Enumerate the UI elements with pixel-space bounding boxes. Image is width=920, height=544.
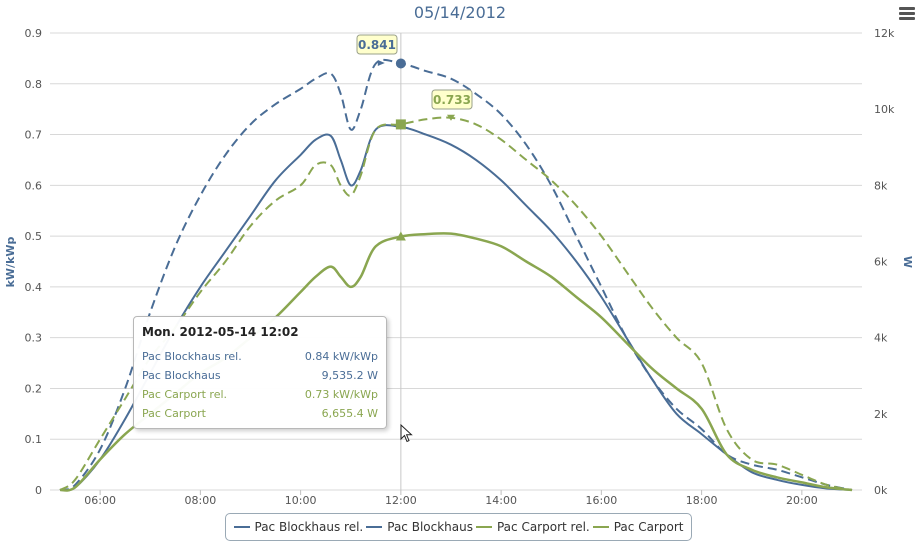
y-tick-label-right: 0k: [874, 484, 888, 497]
tooltip-row: Pac Blockhaus 9,535.2 W: [142, 366, 378, 385]
annotation-label-blockhaus: 0.841: [358, 38, 396, 52]
tooltip-row: Pac Carport rel. 0.73 kW/kWp: [142, 385, 378, 404]
series-line-2: [59, 116, 853, 491]
tooltip-series-value: 0.73 kW/kWp: [304, 388, 378, 401]
legend-swatch: [475, 526, 492, 528]
tooltip-series-name: Pac Blockhaus: [142, 369, 221, 382]
x-tick-label: 18:00: [686, 494, 718, 507]
y-tick-label-left: 0.1: [25, 433, 43, 446]
x-tick-label: 06:00: [84, 494, 116, 507]
y-axis-title-right: W: [901, 256, 914, 268]
y-tick-label-left: 0.3: [25, 332, 43, 345]
y-tick-label-left: 0: [35, 484, 42, 497]
y-tick-label-right: 12k: [874, 27, 895, 40]
chart-legend: Pac Blockhaus rel. Pac Blockhaus Pac Car…: [225, 513, 692, 541]
y-tick-label-right: 8k: [874, 179, 888, 192]
y-tick-label-right: 4k: [874, 332, 888, 345]
y-tick-label-right: 2k: [874, 408, 888, 421]
x-tick-label: 16:00: [586, 494, 618, 507]
tooltip-series-value: 9,535.2 W: [321, 369, 378, 382]
chart-title: 05/14/2012: [414, 3, 506, 22]
y-tick-label-left: 0.4: [25, 281, 43, 294]
chart-tooltip: Mon. 2012-05-14 12:02 Pac Blockhaus rel.…: [133, 316, 387, 429]
hamburger-menu-icon[interactable]: [899, 7, 915, 23]
tooltip-series-name: Pac Carport: [142, 407, 206, 420]
y-axis-title-left: kW/kWp: [4, 236, 17, 287]
y-tick-label-right: 6k: [874, 256, 888, 269]
y-tick-label-left: 0.7: [25, 129, 43, 142]
legend-item-carport[interactable]: Pac Carport: [592, 520, 684, 534]
marker-carport: [395, 231, 406, 241]
y-tick-label-left: 0.9: [25, 27, 43, 40]
annotation-label-blockhaus-box: [356, 34, 398, 55]
mouse-pointer-icon: [400, 424, 413, 443]
y-tick-label-left: 0.8: [25, 78, 43, 91]
annotation-label-carport: 0.733: [433, 93, 471, 107]
y-tick-label-left: 0.6: [25, 179, 43, 192]
tooltip-series-value: 6,655.4 W: [321, 407, 378, 420]
tooltip-row: Pac Blockhaus rel. 0.84 kW/kWp: [142, 347, 378, 366]
annotation-marker-max: [446, 114, 455, 121]
legend-swatch: [233, 526, 250, 528]
legend-swatch: [366, 526, 383, 528]
y-tick-label-left: 0.2: [25, 382, 43, 395]
tooltip-row: Pac Carport 6,655.4 W: [142, 404, 378, 423]
legend-item-blockhaus-rel[interactable]: Pac Blockhaus rel.: [233, 520, 364, 534]
series-line-0: [59, 58, 853, 491]
tooltip-series-name: Pac Carport rel.: [142, 388, 228, 401]
series-line-1: [59, 124, 853, 492]
legend-swatch: [592, 526, 609, 528]
tooltip-series-name: Pac Blockhaus rel.: [142, 350, 242, 363]
x-tick-label: 20:00: [786, 494, 818, 507]
y-tick-label-left: 0.5: [25, 230, 43, 243]
marker-carport-rel: [395, 119, 406, 130]
x-tick-label: 14:00: [485, 494, 517, 507]
legend-label: Pac Carport rel.: [496, 520, 590, 534]
annotation-label-carport-box: [431, 89, 473, 110]
legend-label: Pac Blockhaus rel.: [254, 520, 364, 534]
tooltip-series-value: 0.84 kW/kWp: [304, 350, 378, 363]
tooltip-header: Mon. 2012-05-14 12:02: [142, 325, 299, 339]
x-tick-label: 10:00: [285, 494, 317, 507]
legend-item-blockhaus[interactable]: Pac Blockhaus: [366, 520, 473, 534]
legend-item-carport-rel[interactable]: Pac Carport rel.: [475, 520, 590, 534]
legend-label: Pac Carport: [613, 520, 684, 534]
marker-blockhaus-rel: [395, 58, 406, 69]
legend-label: Pac Blockhaus: [387, 520, 473, 534]
x-tick-label: 12:00: [385, 494, 417, 507]
annotation-marker-max: [377, 59, 385, 66]
y-tick-label-right: 10k: [874, 103, 895, 116]
x-tick-label: 08:00: [185, 494, 217, 507]
